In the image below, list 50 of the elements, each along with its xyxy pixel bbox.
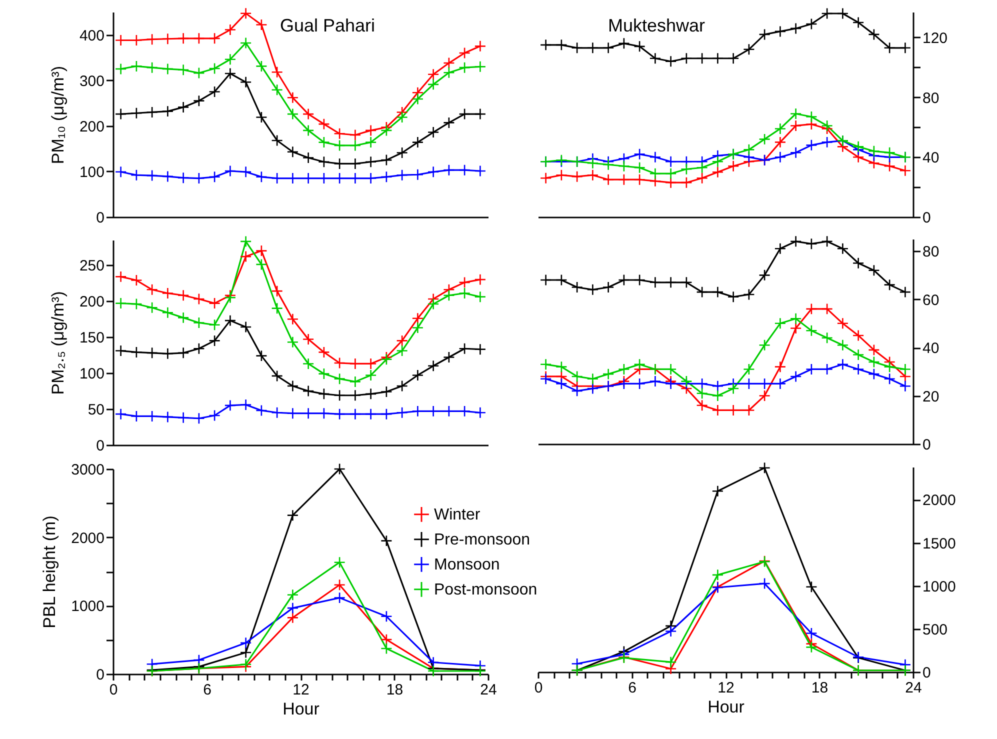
- y2-tick-label: 2000: [922, 492, 956, 510]
- x-axis-title: Hour: [708, 698, 745, 716]
- y2-tick-label: 80: [922, 244, 940, 261]
- y-tick-label: 150: [79, 330, 104, 347]
- y2-tick-label: 1000: [922, 578, 956, 596]
- y2-tick-label: 20: [922, 388, 940, 406]
- y2-tick-label: 40: [922, 150, 940, 167]
- x-tick-label: 12: [718, 680, 734, 696]
- y-tick-label: 100: [79, 164, 104, 181]
- chart-title: Mukteshwar: [608, 16, 706, 36]
- y2-tick-label: 120: [922, 30, 948, 47]
- y-tick-label: 2000: [71, 530, 104, 547]
- y2-tick-label: 0: [922, 664, 931, 682]
- y-tick-label: 0: [96, 210, 104, 226]
- y-tick-label: 200: [79, 118, 104, 136]
- y-tick-label: 300: [79, 72, 104, 90]
- y2-tick-label: 1500: [922, 535, 956, 552]
- x-tick-label: 18: [811, 680, 828, 696]
- y-tick-label: 0: [96, 438, 104, 454]
- legend-label: Winter: [434, 506, 481, 524]
- legend-label: Pre-monsoon: [434, 531, 530, 548]
- y2-tick-label: 60: [922, 292, 940, 309]
- x-tick-label: 12: [292, 682, 310, 698]
- x-axis-title: Hour: [282, 700, 320, 718]
- y2-tick-label: 500: [922, 621, 948, 638]
- legend-label: Monsoon: [434, 556, 500, 574]
- y-tick-label: 100: [79, 366, 104, 383]
- y-tick-label: 400: [79, 27, 104, 44]
- y-axis-title: PM₁₀ (μg/m³): [48, 66, 68, 164]
- y-tick-label: 50: [88, 402, 104, 419]
- x-tick-label: 24: [905, 680, 922, 696]
- y-tick-label: 200: [79, 294, 104, 311]
- y-tick-label: 0: [96, 666, 104, 684]
- legend-label: Post-monsoon: [434, 581, 538, 598]
- chart-title: Gual Pahari: [280, 16, 376, 36]
- y-tick-label: 1000: [71, 598, 104, 616]
- y2-tick-label: 0: [922, 210, 931, 226]
- y2-tick-label: 0: [922, 436, 931, 454]
- y-tick-label: 250: [79, 258, 104, 275]
- y2-tick-label: 80: [922, 90, 940, 107]
- x-tick-label: 18: [386, 682, 404, 698]
- y-tick-label: 3000: [71, 462, 104, 478]
- y-axis-title: PM₂.₅ (μg/m³): [48, 291, 68, 395]
- y2-tick-label: 40: [922, 340, 940, 358]
- y-axis-title: PBL height (m): [40, 516, 60, 628]
- x-tick-label: 0: [109, 682, 118, 698]
- x-tick-label: 0: [534, 680, 543, 696]
- x-tick-label: 6: [203, 682, 212, 698]
- x-tick-label: 24: [480, 682, 497, 698]
- x-tick-label: 6: [628, 680, 636, 696]
